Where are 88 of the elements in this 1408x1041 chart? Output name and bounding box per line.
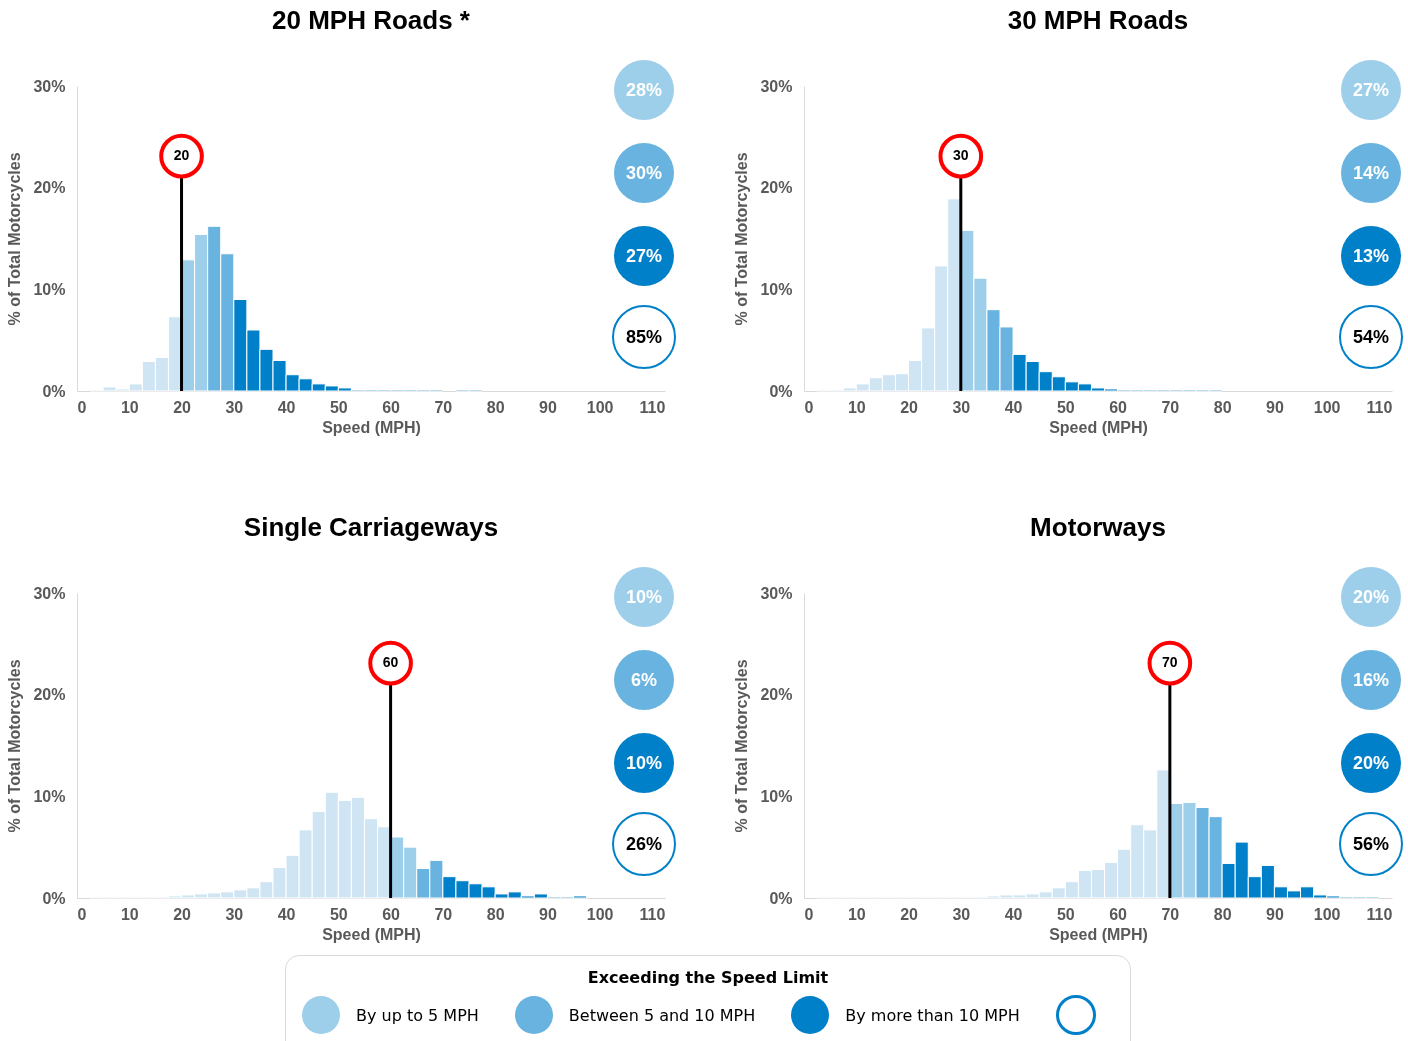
x-tick-label: 20 — [173, 905, 192, 923]
y-tick-label: 10% — [33, 280, 66, 298]
x-tick-label: 60 — [1109, 905, 1128, 923]
x-axis-title: Speed (MPH) — [1049, 418, 1148, 436]
y-tick-label: 10% — [760, 787, 793, 805]
x-tick-label: 50 — [329, 905, 348, 923]
y-tick-label: 10% — [760, 280, 793, 298]
x-tick-label: 100 — [586, 398, 614, 416]
y-tick-label: 30% — [33, 77, 66, 95]
x-axis-title: Speed (MPH) — [322, 925, 421, 943]
chart-title: 30 MPH Roads — [1007, 5, 1189, 35]
x-tick-label: 90 — [539, 398, 557, 416]
x-tick-label: 60 — [382, 398, 401, 416]
ref-line-label: 70 — [1162, 654, 1178, 671]
y-tick-label: 20% — [760, 686, 793, 704]
x-tick-label: 100 — [586, 905, 614, 923]
x-tick-label: 10 — [847, 905, 866, 923]
x-tick-label: 110 — [1366, 905, 1393, 923]
x-tick-label: 70 — [434, 905, 453, 923]
x-tick-label: 50 — [329, 398, 348, 416]
y-axis-title: % of Total Motorcycles — [6, 152, 24, 326]
chart-title: Single Carriageways — [243, 512, 499, 542]
chart-title: 20 MPH Roads * — [272, 5, 471, 35]
x-tick-label: 0 — [804, 398, 814, 416]
x-tick-label: 0 — [804, 905, 814, 923]
x-tick-label: 10 — [847, 398, 866, 416]
x-tick-label: 10 — [120, 905, 139, 923]
legend-label: By more than 10 MPH — [845, 1005, 1020, 1025]
x-tick-label: 40 — [1004, 398, 1023, 416]
y-tick-label: 20% — [33, 686, 66, 704]
circle-badge: 26% — [612, 812, 676, 876]
chart-title: Motorways — [1030, 512, 1166, 542]
ref-line-label: 30 — [953, 147, 969, 164]
x-tick-label: 50 — [1056, 398, 1075, 416]
x-tick-label: 70 — [1161, 905, 1180, 923]
y-axis-title: % of Total Motorcycles — [733, 152, 751, 326]
x-tick-label: 90 — [1266, 905, 1284, 923]
y-tick-label: 0% — [769, 889, 793, 907]
x-tick-label: 80 — [1213, 398, 1232, 416]
legend-label: Between 5 and 10 MPH — [568, 1005, 756, 1025]
x-tick-label: 70 — [1161, 398, 1180, 416]
x-tick-label: 0 — [77, 398, 87, 416]
x-tick-label: 110 — [639, 398, 666, 416]
x-tick-label: 70 — [434, 398, 453, 416]
x-tick-label: 30 — [952, 905, 971, 923]
x-tick-label: 20 — [900, 398, 919, 416]
x-tick-label: 110 — [639, 905, 666, 923]
y-tick-label: 10% — [33, 787, 66, 805]
circle-badge: 56% — [1339, 812, 1403, 876]
y-tick-label: 20% — [760, 179, 793, 197]
x-tick-label: 20 — [173, 398, 192, 416]
x-tick-label: 100 — [1313, 905, 1341, 923]
x-tick-label: 10 — [120, 398, 139, 416]
x-tick-label: 0 — [77, 905, 87, 923]
legend-label: By up to 5 MPH — [356, 1005, 479, 1025]
y-tick-label: 30% — [760, 584, 793, 602]
ref-line-label: 60 — [382, 654, 399, 671]
y-tick-label: 30% — [33, 584, 66, 602]
y-tick-label: 0% — [42, 382, 66, 400]
x-tick-label: 80 — [1213, 905, 1232, 923]
x-tick-label: 60 — [382, 905, 401, 923]
x-tick-label: 40 — [277, 398, 296, 416]
x-tick-label: 80 — [486, 398, 505, 416]
x-tick-label: 20 — [900, 905, 919, 923]
x-tick-label: 110 — [1366, 398, 1393, 416]
x-tick-label: 60 — [1109, 398, 1128, 416]
y-tick-label: 0% — [42, 889, 66, 907]
y-tick-label: 30% — [760, 77, 793, 95]
x-tick-label: 90 — [1266, 398, 1284, 416]
x-tick-label: 30 — [952, 398, 971, 416]
y-tick-label: 0% — [769, 382, 793, 400]
x-axis-title: Speed (MPH) — [322, 418, 421, 436]
x-tick-label: 100 — [1313, 398, 1341, 416]
y-axis-title: % of Total Motorcycles — [733, 659, 751, 833]
x-tick-label: 50 — [1056, 905, 1075, 923]
x-tick-label: 40 — [1004, 905, 1023, 923]
x-tick-label: 30 — [225, 905, 244, 923]
legend-title: Exceeding the Speed Limit — [586, 968, 830, 987]
ref-line-label: 20 — [173, 147, 190, 164]
y-axis-title: % of Total Motorcycles — [6, 659, 24, 833]
x-axis-title: Speed (MPH) — [1049, 925, 1148, 943]
x-tick-label: 40 — [277, 905, 296, 923]
circle-badge: 85% — [612, 305, 676, 369]
circle-badge: 54% — [1339, 305, 1403, 369]
y-tick-label: 20% — [33, 179, 66, 197]
x-tick-label: 80 — [486, 905, 505, 923]
x-tick-label: 90 — [539, 905, 557, 923]
x-tick-label: 30 — [225, 398, 244, 416]
